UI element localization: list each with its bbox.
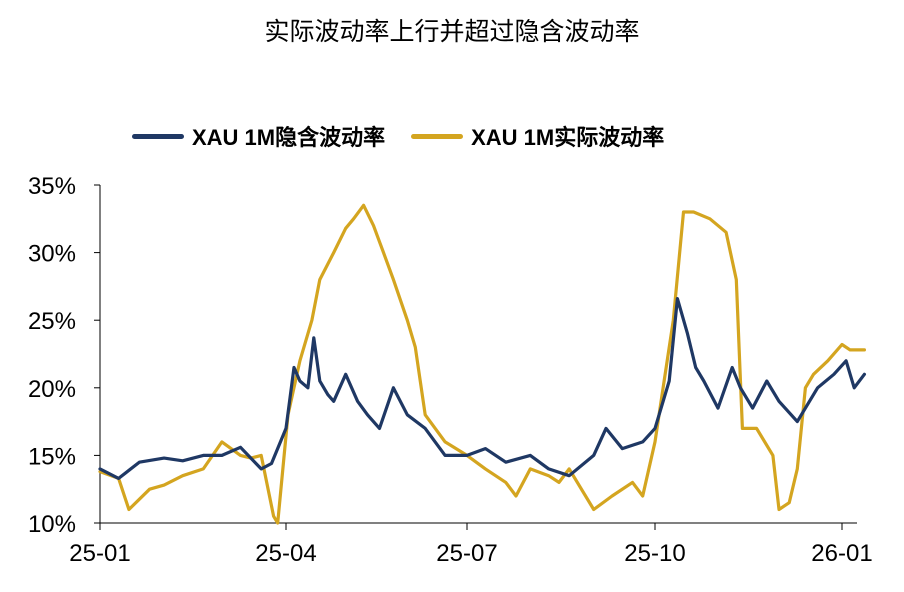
series-line-realized-vol	[98, 203, 867, 525]
legend-label-implied-vol: XAU 1M隐含波动率	[192, 125, 386, 150]
y-tick-label: 10%	[28, 511, 76, 538]
x-tick-label: 25-01	[69, 540, 130, 567]
y-tick-label: 25%	[28, 308, 76, 335]
series-line-implied-vol	[98, 297, 867, 480]
y-tick-label: 35%	[28, 173, 76, 200]
legend: XAU 1M隐含波动率 XAU 1M实际波动率	[132, 120, 690, 152]
y-tick-label: 15%	[28, 443, 76, 470]
x-tick-label: 25-10	[624, 540, 685, 567]
legend-swatch-implied-vol	[132, 133, 184, 139]
legend-item-realized-vol: XAU 1M实际波动率	[411, 120, 664, 152]
legend-label-realized-vol: XAU 1M实际波动率	[471, 125, 665, 150]
x-tick-label: 25-07	[436, 540, 497, 567]
legend-swatch-realized-vol	[411, 133, 464, 139]
x-tick-label: 26-01	[811, 540, 872, 567]
legend-item-implied-vol: XAU 1M隐含波动率	[132, 120, 385, 152]
x-tick-label: 25-04	[255, 540, 316, 567]
y-tick-label: 20%	[28, 376, 76, 403]
chart-title: 实际波动率上行并超过隐含波动率	[264, 17, 640, 46]
y-tick-label: 30%	[28, 241, 76, 268]
